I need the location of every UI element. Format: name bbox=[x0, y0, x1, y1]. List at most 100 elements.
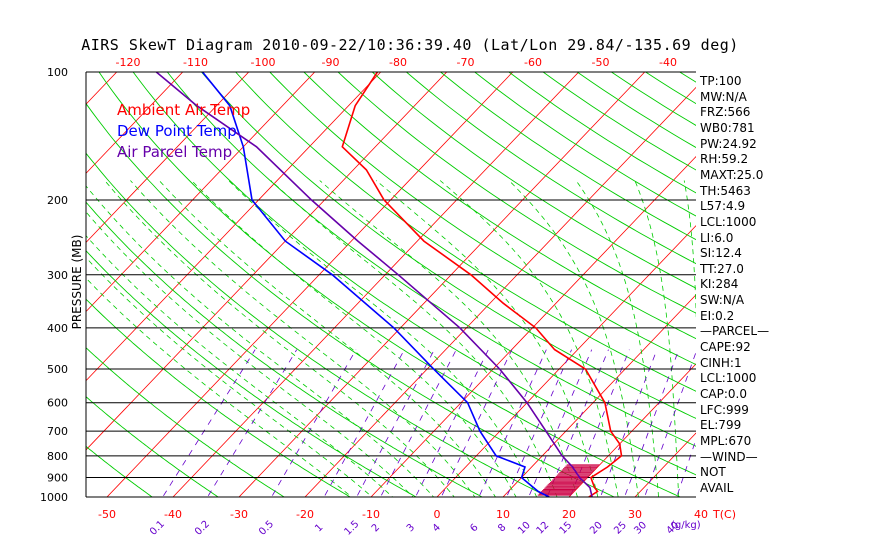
legend-entry: Dew Point Temp bbox=[117, 122, 237, 140]
pressure-tick-label: 700 bbox=[47, 425, 68, 438]
dry-adiabat bbox=[303, 72, 696, 340]
pressure-tick-label: 500 bbox=[47, 363, 68, 376]
top-temp-tick-label: -60 bbox=[524, 56, 542, 69]
dry-adiabat bbox=[86, 250, 418, 497]
mixing-ratio-line bbox=[415, 349, 489, 497]
side-panel-item: MAXT:25.0 bbox=[700, 167, 764, 182]
side-panel-item: NOT bbox=[700, 465, 726, 480]
pressure-tick-label: 100 bbox=[47, 66, 68, 79]
isotherm-line bbox=[86, 72, 118, 105]
mixing-ratio-line bbox=[162, 349, 256, 497]
side-panel-item: EL:799 bbox=[700, 418, 742, 433]
mixing-ratio-line bbox=[207, 349, 298, 497]
dry-adiabat bbox=[86, 102, 616, 497]
dry-adiabat bbox=[439, 72, 696, 241]
mixing-ratio-unit: (g/kg) bbox=[671, 520, 701, 531]
dry-adiabat bbox=[86, 347, 286, 497]
mixing-ratio-tick-label: 6 bbox=[468, 522, 480, 534]
mixing-ratio-line bbox=[440, 349, 513, 497]
dry-adiabat bbox=[678, 72, 696, 83]
bottom-temp-tick-label: -20 bbox=[296, 508, 314, 521]
moist-adiabat bbox=[634, 180, 680, 497]
side-panel-item: SI:12.4 bbox=[700, 246, 742, 261]
side-panel-item: CINH:1 bbox=[700, 355, 742, 370]
pressure-tick-label: 1000 bbox=[40, 491, 68, 504]
moist-adiabat bbox=[228, 180, 538, 497]
mixing-ratio-tick-label: 25 bbox=[612, 520, 629, 537]
bottom-temp-tick-label: 40 bbox=[694, 508, 708, 521]
mixing-ratio-line bbox=[644, 350, 696, 497]
pressure-tick-label: 300 bbox=[47, 269, 68, 282]
mixing-ratio-tick-label: 1.5 bbox=[342, 519, 361, 538]
dry-adiabat bbox=[98, 72, 682, 497]
side-panel-item: PW:24.92 bbox=[700, 136, 757, 151]
top-temp-tick-label: -100 bbox=[251, 56, 276, 69]
side-panel-item: CAP:0.0 bbox=[700, 387, 747, 401]
bottom-temp-tick-label: 0 bbox=[434, 508, 441, 521]
moist-adiabat bbox=[86, 211, 414, 497]
side-panel-item: EI:0.2 bbox=[700, 308, 735, 323]
series-line-dew-point-temp bbox=[201, 72, 550, 497]
side-panel-item: —WIND— bbox=[700, 449, 758, 464]
dry-adiabat bbox=[371, 72, 696, 289]
mixing-ratio-line bbox=[271, 349, 357, 497]
side-panel-item: LFC:999 bbox=[700, 402, 749, 417]
dry-adiabat bbox=[86, 201, 484, 497]
moist-adiabat bbox=[439, 180, 619, 497]
mixing-ratio-tick-label: 10 bbox=[516, 520, 533, 537]
mixing-ratio-tick-label: 20 bbox=[588, 520, 605, 537]
bottom-temp-tick-label: 20 bbox=[562, 508, 576, 521]
top-temp-tick-label: -110 bbox=[183, 56, 208, 69]
mixing-ratio-line bbox=[528, 349, 593, 497]
side-panel-item: LI:6.0 bbox=[700, 230, 734, 245]
side-panel-item: FRZ:566 bbox=[700, 105, 751, 120]
moist-adiabat bbox=[86, 257, 373, 497]
series-line-air-parcel-temp bbox=[155, 72, 593, 497]
side-panel-item: TP:100 bbox=[700, 74, 742, 88]
isotherm-line bbox=[758, 63, 870, 506]
mixing-ratio-tick-label: 1 bbox=[313, 522, 325, 534]
bottom-temp-unit: T(C) bbox=[712, 508, 736, 521]
mixing-ratio-tick-label: 0.1 bbox=[148, 519, 167, 538]
mixing-ratio-line bbox=[624, 349, 680, 497]
bottom-temp-tick-label: -30 bbox=[230, 508, 248, 521]
dry-adiabat bbox=[86, 152, 550, 497]
side-panel-item: L57:4.9 bbox=[700, 199, 746, 214]
moist-adiabat bbox=[86, 235, 394, 497]
side-panel-item: CAPE:92 bbox=[700, 340, 751, 355]
side-panel-item: MW:N/A bbox=[700, 89, 747, 104]
plot-area bbox=[0, 63, 870, 506]
isotherm-line bbox=[0, 63, 60, 506]
side-panel-item: KI:284 bbox=[700, 277, 739, 292]
pressure-tick-label: 900 bbox=[47, 472, 68, 485]
top-temp-tick-label: -80 bbox=[389, 56, 407, 69]
top-temp-tick-label: -120 bbox=[116, 56, 141, 69]
moist-adiabat bbox=[191, 180, 517, 497]
dry-adiabat bbox=[269, 72, 696, 366]
mixing-ratio-tick-label: 3 bbox=[405, 522, 417, 534]
dry-adiabat bbox=[200, 72, 696, 419]
moist-adiabat bbox=[86, 277, 353, 497]
side-panel-item: AVAIL bbox=[700, 480, 734, 495]
isotherm-line bbox=[238, 72, 646, 497]
top-temp-tick-label: -90 bbox=[322, 56, 340, 69]
side-panel-item: WB0:781 bbox=[700, 120, 755, 135]
dry-adiabat bbox=[132, 72, 696, 476]
mixing-ratio-tick-label: 30 bbox=[632, 520, 649, 537]
moist-adiabat bbox=[375, 180, 599, 497]
mixing-ratio-line bbox=[323, 349, 405, 497]
chart-title: AIRS SkewT Diagram 2010-09-22/10:36:39.4… bbox=[81, 36, 739, 54]
mixing-ratio-line bbox=[599, 349, 658, 497]
isotherm-line bbox=[568, 363, 696, 497]
mixing-ratio-tick-label: 0.2 bbox=[193, 519, 212, 538]
side-panel-item: TT:27.0 bbox=[700, 261, 744, 276]
moist-adiabat bbox=[86, 185, 435, 497]
dry-adiabat bbox=[86, 445, 153, 497]
mixing-ratio-line bbox=[356, 349, 435, 497]
side-panel-item: MPL:670 bbox=[700, 433, 752, 448]
mixing-ratio-tick-label: 4 bbox=[431, 522, 443, 534]
mixing-ratio-line bbox=[676, 438, 696, 497]
dry-adiabat bbox=[337, 72, 696, 314]
